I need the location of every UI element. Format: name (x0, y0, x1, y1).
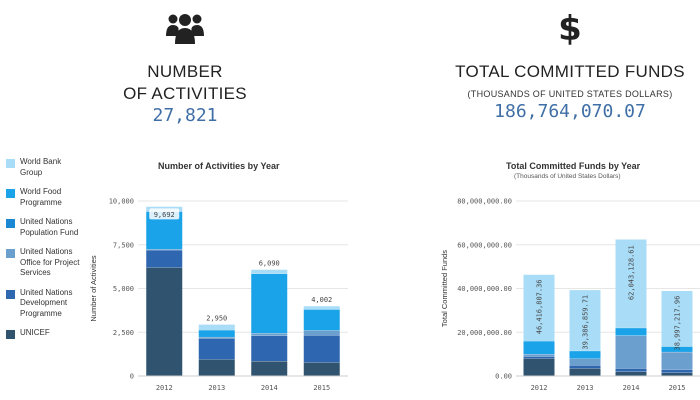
x-tick-label: 2015 (313, 384, 330, 392)
x-tick-label: 2012 (531, 384, 548, 392)
legend-item[interactable]: World Bank Group (6, 157, 86, 178)
legend-item[interactable]: United Nations Development Programme (6, 288, 86, 320)
y-tick-label: 0.00 (495, 373, 512, 381)
y-tick-label: 7,500 (113, 241, 134, 249)
bar-segment (524, 356, 555, 358)
kpi-funds-value: 186,764,070.07 (420, 101, 700, 122)
kpi-activities-title-line2: OF ACTIVITIES (80, 83, 290, 105)
bar-total-label: 62,043,128.61 (628, 245, 636, 300)
legend-item[interactable]: United Nations Population Fund (6, 217, 86, 238)
kpi-number-of-activities: NUMBER OF ACTIVITIES 27,821 (80, 8, 290, 126)
x-tick-label: 2014 (261, 384, 278, 392)
kpi-funds-title: TOTAL COMMITTED FUNDS (420, 61, 700, 83)
activities-by-year-chart: Number of Activities by Year 0 2,500 5,000… (90, 155, 350, 400)
bar-segment (251, 336, 287, 361)
bar-segment (251, 269, 287, 273)
bar-segment (199, 330, 235, 337)
bar-segment (251, 361, 287, 376)
kpi-funds-subtitle: (THOUSANDS OF UNITED STATES DOLLARS) (420, 89, 700, 99)
x-tick-label: 2013 (577, 384, 594, 392)
legend-label: United Nations Office for Project Servic… (20, 247, 82, 279)
legend-label: World Bank Group (20, 157, 82, 178)
y-tick-label: 20,000,000.00 (457, 329, 512, 337)
y-axis-title: Total Committed Funds (440, 250, 449, 327)
bar-segment (199, 324, 235, 330)
bar-segment (616, 372, 647, 376)
x-tick-label: 2013 (208, 384, 225, 392)
legend-swatch (6, 290, 15, 299)
bar-segment (662, 369, 693, 372)
activities-chart-plot: 0 2,500 5,000 7,500 10,000 Number of Activiti… (90, 155, 350, 400)
kpi-activities-value: 27,821 (80, 105, 290, 126)
y-tick-label: 10,000 (109, 198, 134, 206)
bar-segment (199, 338, 235, 359)
bar-segment (570, 359, 601, 366)
legend-swatch (6, 219, 15, 228)
legend-item[interactable]: UNICEF (6, 328, 86, 339)
bar-segment (146, 250, 182, 268)
y-tick-label: 2,500 (113, 329, 134, 337)
bar-segment (304, 306, 340, 309)
legend-label: United Nations Development Programme (20, 288, 82, 320)
bar-total-label: 46,416,807.36 (536, 279, 544, 334)
bar-segment (251, 333, 287, 336)
x-tick-label: 2014 (623, 384, 640, 392)
x-tick-label: 2015 (669, 384, 686, 392)
bar-segment (251, 274, 287, 334)
kpi-total-committed-funds: $ TOTAL COMMITTED FUNDS (THOUSANDS OF UN… (420, 8, 700, 122)
legend-label: UNICEF (20, 328, 82, 339)
y-tick-label: 60,000,000.00 (457, 241, 512, 249)
dollar-sign-icon: $ (420, 8, 700, 50)
legend-label: World Food Programme (20, 187, 82, 208)
bar-segment (570, 351, 601, 359)
chart-legend: World Bank Group World Food Programme Un… (6, 157, 86, 348)
y-axis-title: Number of Activities (90, 255, 98, 322)
bar-segment (304, 309, 340, 330)
kpi-activities-title-line1: NUMBER (80, 61, 290, 83)
y-tick-label: 40,000,000.00 (457, 285, 512, 293)
bar-segment (524, 359, 555, 377)
people-group-icon (80, 8, 290, 50)
x-tick-label: 2012 (156, 384, 173, 392)
legend-swatch (6, 249, 15, 258)
y-tick-label: 0 (130, 373, 134, 381)
bar-total-label: 6,090 (259, 259, 280, 267)
bar-total-label: 39,386,859.71 (582, 295, 590, 350)
bar-segment (304, 362, 340, 376)
bar-segment (616, 368, 647, 371)
bar-segment (616, 336, 647, 369)
y-tick-label: 80,000,000.00 (457, 198, 512, 206)
legend-item[interactable]: World Food Programme (6, 187, 86, 208)
y-tick-label: 5,000 (113, 285, 134, 293)
bar-segment (524, 354, 555, 356)
bar-segment (304, 330, 340, 335)
bar-segment (199, 359, 235, 376)
legend-swatch (6, 159, 15, 168)
bar-segment (524, 341, 555, 354)
legend-swatch (6, 330, 15, 339)
funds-by-year-chart: Total Committed Funds by Year (Thousands… (438, 155, 700, 400)
legend-item[interactable]: United Nations Office for Project Servic… (6, 247, 86, 279)
funds-chart-plot: 0.00 20,000,000.00 40,000,000.00 60,000,000… (438, 155, 700, 400)
bar-total-label: 38,997,217.96 (674, 296, 682, 351)
bar-total-label: 9,692 (154, 211, 175, 219)
bar-total-label: 4,002 (311, 296, 332, 304)
bar-segment (616, 328, 647, 336)
legend-swatch (6, 189, 15, 198)
legend-label: United Nations Population Fund (20, 217, 82, 238)
bar-segment (570, 365, 601, 368)
bar-segment (662, 352, 693, 370)
bar-segment (570, 368, 601, 376)
bar-segment (304, 335, 340, 362)
bar-total-label: 2,950 (206, 314, 227, 322)
bar-segment (146, 268, 182, 377)
